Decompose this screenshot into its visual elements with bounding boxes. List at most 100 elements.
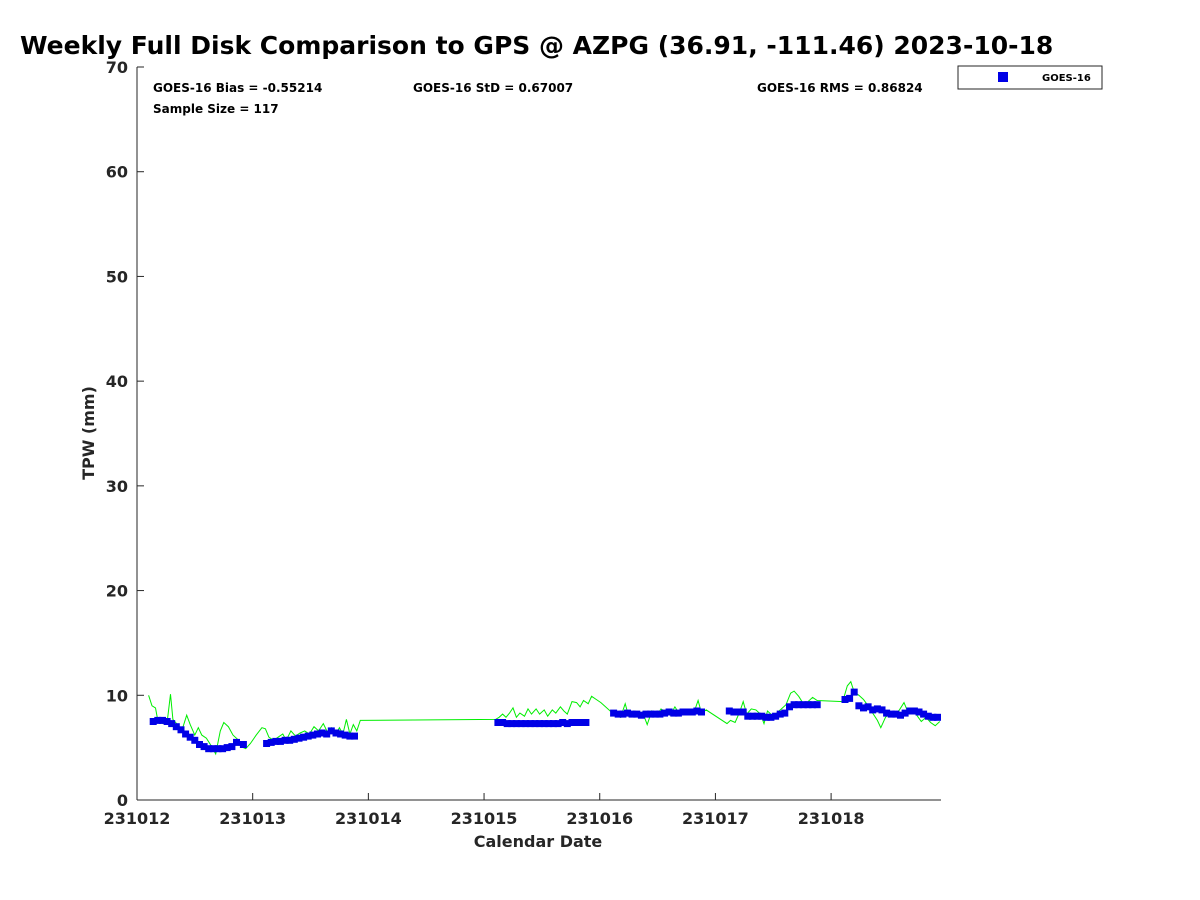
goes-16-point: [637, 711, 645, 719]
goes-16-point: [346, 732, 354, 740]
goes-16-point: [679, 708, 687, 716]
goes-16-point: [725, 707, 733, 715]
goes-16-point: [239, 741, 247, 748]
goes-16-point: [915, 708, 923, 716]
chart-title: Weekly Full Disk Comparison to GPS @ AZP…: [20, 31, 1053, 60]
goes-16-point: [559, 719, 567, 726]
goes-16-point: [869, 706, 877, 714]
goes-16-point: [314, 730, 321, 738]
goes-16-point: [300, 733, 308, 741]
goes-16-point: [887, 710, 895, 718]
goes-16-point: [337, 730, 345, 738]
goes-16-point: [503, 720, 511, 728]
goes-16-point: [846, 694, 854, 702]
gps-series: [148, 680, 941, 756]
legend-label-goes-16: GOES-16: [1042, 73, 1091, 84]
x-tick-label: 231014: [335, 809, 402, 828]
goes-16-point: [855, 702, 863, 710]
goes-16-point: [318, 729, 326, 737]
stat-rms: GOES-16 RMS = 0.86824: [757, 81, 923, 95]
goes-16-point: [897, 711, 904, 719]
goes-16-point: [619, 710, 627, 718]
goes-16-point: [200, 743, 208, 751]
goes-16-point: [661, 709, 668, 717]
goes-16-point: [776, 710, 784, 718]
y-tick-label: 40: [106, 372, 128, 391]
y-axis-label: TPW (mm): [79, 386, 98, 480]
goes-16-point: [263, 740, 271, 747]
gps-line: [148, 680, 941, 756]
goes-16-point: [508, 720, 516, 728]
x-ticks: 231012 231013 231014 231015 231016 231017 2310…: [104, 793, 864, 828]
goes-16-point: [628, 710, 636, 718]
x-tick-label: 231015: [451, 809, 518, 828]
goes-16-point: [772, 712, 780, 720]
goes-16-point: [154, 716, 162, 724]
goes-16-point: [610, 709, 618, 717]
goes-16-point: [642, 710, 650, 718]
goes-16-point: [172, 723, 180, 731]
goes-16-series: [149, 688, 941, 753]
x-tick-label: 231017: [682, 809, 749, 828]
goes-16-point: [901, 709, 909, 717]
goes-16-point: [850, 688, 858, 696]
y-tick-label: 50: [106, 267, 128, 286]
goes-16-point: [813, 701, 821, 709]
goes-16-point: [906, 707, 914, 715]
goes-16-point: [767, 713, 775, 721]
legend-marker-goes-16: [998, 72, 1008, 82]
goes-16-point: [786, 703, 793, 711]
y-tick-label: 20: [106, 582, 128, 601]
goes-16-point: [633, 710, 641, 718]
goes-16-point: [688, 708, 696, 716]
goes-16-point: [233, 738, 240, 746]
goes-16-point: [735, 708, 743, 716]
goes-16-point: [531, 720, 539, 728]
goes-16-point: [159, 716, 166, 724]
goes-16-point: [809, 701, 817, 709]
goes-16-point: [219, 745, 227, 753]
goes-16-point: [665, 708, 673, 716]
goes-16-point: [327, 727, 335, 735]
stat-std: GOES-16 StD = 0.67007: [413, 81, 573, 95]
goes-16-point: [186, 733, 194, 741]
goes-16-point: [304, 732, 312, 740]
goes-16-point: [614, 710, 622, 718]
goes-16-point: [351, 732, 358, 740]
goes-16-point: [651, 710, 659, 718]
goes-16-point: [582, 719, 590, 726]
goes-16-point: [177, 726, 185, 734]
goes-16-point: [873, 705, 881, 713]
goes-16-point: [781, 709, 789, 717]
goes-16-point: [281, 736, 289, 744]
goes-16-point: [522, 720, 530, 728]
goes-16-point: [545, 720, 553, 728]
y-tick-label: 60: [106, 163, 128, 182]
goes-16-point: [168, 720, 176, 728]
goes-16-point: [182, 730, 190, 738]
goes-16-point: [684, 708, 692, 716]
goes-16-point: [205, 745, 213, 753]
goes-16-point: [929, 713, 937, 721]
goes-16-point: [878, 706, 886, 714]
goes-16-point: [739, 708, 747, 716]
x-tick-label: 231013: [219, 809, 286, 828]
goes-16-point: [526, 720, 534, 728]
stat-sample-size: Sample Size = 117: [153, 102, 279, 116]
goes-16-point: [892, 710, 900, 718]
legend: GOES-16: [957, 65, 1103, 90]
goes-16-point: [762, 713, 770, 721]
goes-16-point: [864, 703, 872, 711]
goes-16-point: [286, 736, 294, 744]
goes-16-point: [494, 719, 502, 726]
legend-box: [957, 65, 1103, 90]
goes-16-point: [512, 720, 520, 728]
goes-16-point: [323, 730, 331, 738]
goes-16-point: [214, 745, 222, 753]
goes-16-point: [624, 709, 631, 717]
goes-16-point: [341, 731, 349, 739]
goes-16-point: [568, 719, 576, 726]
y-ticks: 0 10 20 30 40 50 60 70: [106, 58, 144, 810]
goes-16-point: [196, 741, 203, 748]
goes-16-point: [674, 709, 682, 717]
